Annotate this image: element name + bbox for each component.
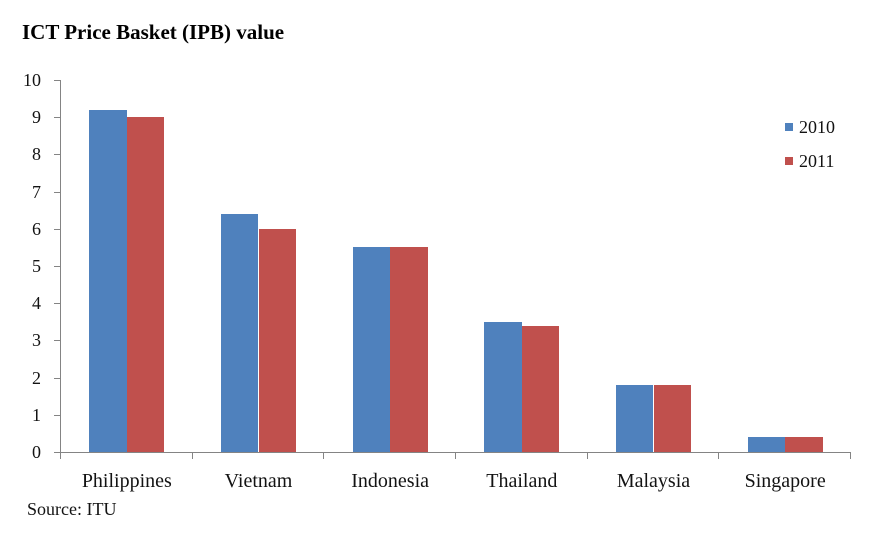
y-tick bbox=[54, 340, 60, 342]
x-category-label: Thailand bbox=[486, 470, 558, 492]
bar-2010-vietnam bbox=[220, 213, 259, 452]
bar-2010-singapore bbox=[747, 437, 786, 452]
bar-2011-malaysia bbox=[653, 385, 692, 452]
bar-2011-singapore bbox=[785, 437, 823, 452]
y-tick-label: 9 bbox=[32, 107, 41, 128]
y-tick-label: 10 bbox=[23, 70, 41, 90]
source-note: Source: ITU bbox=[27, 499, 117, 519]
y-tick bbox=[54, 266, 60, 267]
y-tick-label: 4 bbox=[32, 293, 41, 314]
legend-label: 2010 bbox=[799, 117, 835, 137]
x-category-label: Malaysia bbox=[616, 470, 691, 492]
x-category-label: Indonesia bbox=[351, 470, 430, 492]
y-tick-label: 5 bbox=[32, 256, 41, 276]
y-tick bbox=[54, 414, 60, 416]
y-tick-label: 1 bbox=[32, 404, 41, 425]
bar-2010-malaysia bbox=[615, 385, 654, 452]
legend-label: 2011 bbox=[799, 151, 835, 171]
bar-2011-philippines bbox=[126, 117, 165, 452]
y-tick-label: 6 bbox=[32, 218, 41, 239]
y-tick-label: 0 bbox=[32, 442, 41, 462]
legend: 2010 2011 bbox=[785, 113, 835, 181]
y-tick bbox=[54, 191, 60, 193]
x-tick bbox=[455, 453, 456, 459]
x-axis-line bbox=[60, 452, 851, 453]
y-tick bbox=[54, 452, 60, 453]
bar-2010-thailand bbox=[484, 321, 522, 452]
y-tick bbox=[54, 377, 60, 379]
y-tick-label: 8 bbox=[32, 144, 41, 165]
bar-2011-thailand bbox=[521, 325, 560, 452]
y-tick-label: 7 bbox=[32, 181, 41, 202]
x-tick bbox=[191, 453, 193, 459]
x-tick bbox=[850, 453, 851, 459]
legend-item-2010: 2010 bbox=[785, 113, 835, 141]
y-tick bbox=[54, 154, 60, 156]
legend-swatch-icon bbox=[785, 123, 793, 131]
y-tick bbox=[54, 303, 60, 305]
x-tick bbox=[718, 453, 720, 459]
y-tick-label: 2 bbox=[32, 367, 41, 388]
x-tick bbox=[586, 453, 588, 459]
x-category-label: Vietnam bbox=[224, 470, 293, 492]
x-category-label: Philippines bbox=[81, 470, 172, 492]
bar-2011-indonesia bbox=[390, 247, 428, 452]
y-axis-line bbox=[60, 79, 61, 453]
y-tick bbox=[54, 80, 60, 81]
y-tick bbox=[54, 228, 60, 230]
bar-2011-vietnam bbox=[258, 228, 297, 452]
x-tick bbox=[323, 453, 325, 459]
y-tick bbox=[54, 117, 60, 119]
bar-2010-indonesia bbox=[352, 247, 391, 452]
bar-2010-philippines bbox=[89, 109, 127, 452]
y-tick-label: 3 bbox=[32, 330, 41, 351]
x-category-label: Singapore bbox=[744, 470, 826, 492]
x-tick bbox=[60, 453, 61, 459]
chart-title: ICT Price Basket (IPB) value bbox=[22, 20, 285, 44]
legend-swatch-icon bbox=[785, 157, 793, 165]
legend-item-2011: 2011 bbox=[785, 147, 835, 175]
